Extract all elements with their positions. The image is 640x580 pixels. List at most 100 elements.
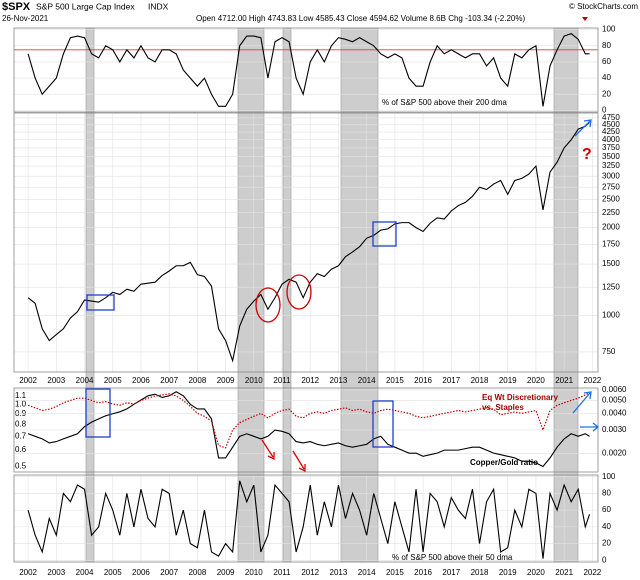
x-tick-label: 2016 bbox=[414, 568, 432, 577]
x-tick-label: 2021 bbox=[555, 568, 573, 577]
blue-arrow bbox=[572, 391, 592, 414]
exchange: INDX bbox=[148, 1, 169, 11]
x-tick-label: 2014 bbox=[358, 376, 376, 385]
symbol: $SPX bbox=[2, 1, 31, 13]
y-tick-label: 3250 bbox=[602, 161, 620, 170]
blue-arrow bbox=[574, 119, 592, 137]
annotation: Eq Wt Discretionary bbox=[482, 393, 559, 402]
y-tick-label: 4750 bbox=[602, 113, 620, 122]
x-tick-label: 2003 bbox=[47, 376, 65, 385]
x-tick-label: 2002 bbox=[19, 376, 37, 385]
blue-box bbox=[85, 388, 111, 438]
date: 26-Nov-2021 bbox=[2, 14, 49, 23]
shaded-periods bbox=[85, 27, 579, 563]
x-tick-label: 2013 bbox=[330, 568, 348, 577]
blue-arrow bbox=[580, 422, 600, 432]
credit: © StockCharts.com bbox=[569, 2, 638, 11]
band bbox=[340, 27, 379, 563]
y-tick-label: 20 bbox=[602, 539, 611, 548]
y-tick-label: 80 bbox=[602, 41, 611, 50]
x-tick-label: 2007 bbox=[160, 376, 178, 385]
y-tick-label: 1.0 bbox=[15, 399, 27, 408]
x-tick-label: 2005 bbox=[104, 568, 122, 577]
x-tick-label: 2010 bbox=[245, 376, 263, 385]
series-line bbox=[27, 33, 590, 107]
y-tick-label: 1.1 bbox=[15, 391, 27, 400]
annotations-shapes bbox=[85, 119, 600, 473]
x-tick-label: 2016 bbox=[414, 376, 432, 385]
y2-tick-label: 0.0030 bbox=[602, 425, 627, 434]
y-tick-label: 60 bbox=[602, 57, 611, 66]
x-tick-label: 2007 bbox=[160, 568, 178, 577]
x-tick-label: 2011 bbox=[273, 568, 291, 577]
x-tick-label: 2006 bbox=[132, 376, 150, 385]
x-tick-label: 2004 bbox=[76, 568, 94, 577]
x-tick-label: 2012 bbox=[301, 376, 319, 385]
y-tick-label: 0.7 bbox=[15, 431, 27, 440]
y2-tick-label: 0.0040 bbox=[602, 408, 627, 417]
annotation: Copper/Gold ratio bbox=[470, 458, 538, 467]
x-tick-label: 2013 bbox=[330, 376, 348, 385]
x-tick-label: 2017 bbox=[442, 376, 460, 385]
annotation: % of S&P 500 above their 50 dma bbox=[392, 553, 513, 562]
blue-box bbox=[372, 400, 394, 448]
y-tick-label: 1500 bbox=[602, 259, 620, 268]
x-tick-label: 2012 bbox=[301, 568, 319, 577]
plots: 0 20 40 60 80 100 % of S&P 500 above their 200… bbox=[13, 25, 627, 577]
quote: Open 4712.00 High 4743.83 Low 4585.43 Cl… bbox=[196, 14, 525, 23]
x-tick-label: 2015 bbox=[386, 376, 404, 385]
y-tick-label: 0.5 bbox=[15, 462, 27, 471]
y-tick-label: 2250 bbox=[602, 208, 620, 217]
y-tick-label: 1750 bbox=[602, 240, 620, 249]
annotation: vs. Staples bbox=[482, 403, 524, 412]
y-tick-label: 2750 bbox=[602, 182, 620, 191]
x-tick-label: 2018 bbox=[471, 376, 489, 385]
x-tick-label: 2005 bbox=[104, 376, 122, 385]
y-tick-label: 0 bbox=[602, 105, 607, 114]
y-tick-label: 3000 bbox=[602, 171, 620, 180]
x-tick-label: 2002 bbox=[19, 568, 37, 577]
series-line bbox=[27, 121, 590, 363]
y-tick-label: 3750 bbox=[602, 143, 620, 152]
y-tick-label: 60 bbox=[602, 505, 611, 514]
y2-tick-label: 0.0020 bbox=[602, 449, 627, 458]
y-tick-label: 0.8 bbox=[15, 419, 27, 428]
y-tick-label: 100 bbox=[602, 25, 616, 34]
x-tick-label: 2022 bbox=[583, 568, 601, 577]
y-tick-label: 40 bbox=[602, 73, 611, 82]
y-tick-label: 750 bbox=[602, 347, 616, 356]
annotation: % of S&P 500 above their 200 dma bbox=[382, 98, 507, 107]
series-line bbox=[27, 391, 590, 468]
x-tick-label: 2020 bbox=[527, 568, 545, 577]
y-tick-label: 1250 bbox=[602, 282, 620, 291]
x-tick-label: 2009 bbox=[217, 568, 235, 577]
x-tick-label: 2011 bbox=[273, 376, 291, 385]
panel-frame bbox=[13, 474, 599, 563]
x-tick-label: 2015 bbox=[386, 568, 404, 577]
x-tick-label: 2019 bbox=[499, 568, 517, 577]
x-tick-label: 2020 bbox=[527, 376, 545, 385]
x-tick-label: 2009 bbox=[217, 376, 235, 385]
blue-box bbox=[86, 294, 115, 311]
series-line bbox=[27, 480, 591, 559]
annotation: ? bbox=[582, 146, 592, 163]
x-tick-label: 2017 bbox=[442, 568, 460, 577]
down-arrow bbox=[582, 17, 588, 21]
y-tick-label: 0.6 bbox=[15, 445, 27, 454]
x-tick-label: 2022 bbox=[583, 376, 601, 385]
band bbox=[553, 27, 579, 563]
y-tick-label: 0 bbox=[602, 555, 607, 564]
red-arrow bbox=[292, 450, 306, 473]
y-tick-label: 40 bbox=[602, 522, 611, 531]
y-tick-label: 20 bbox=[602, 89, 611, 98]
red-circle bbox=[255, 287, 281, 323]
y-tick-label: 4000 bbox=[602, 135, 620, 144]
x-tick-label: 2021 bbox=[555, 376, 573, 385]
y-tick-label: 3500 bbox=[602, 152, 620, 161]
y-tick-label: 100 bbox=[602, 472, 616, 481]
y-tick-label: 1000 bbox=[602, 311, 620, 320]
y-tick-label: 4500 bbox=[602, 120, 620, 129]
panel-frame bbox=[13, 27, 599, 113]
x-tick-label: 2004 bbox=[76, 376, 94, 385]
